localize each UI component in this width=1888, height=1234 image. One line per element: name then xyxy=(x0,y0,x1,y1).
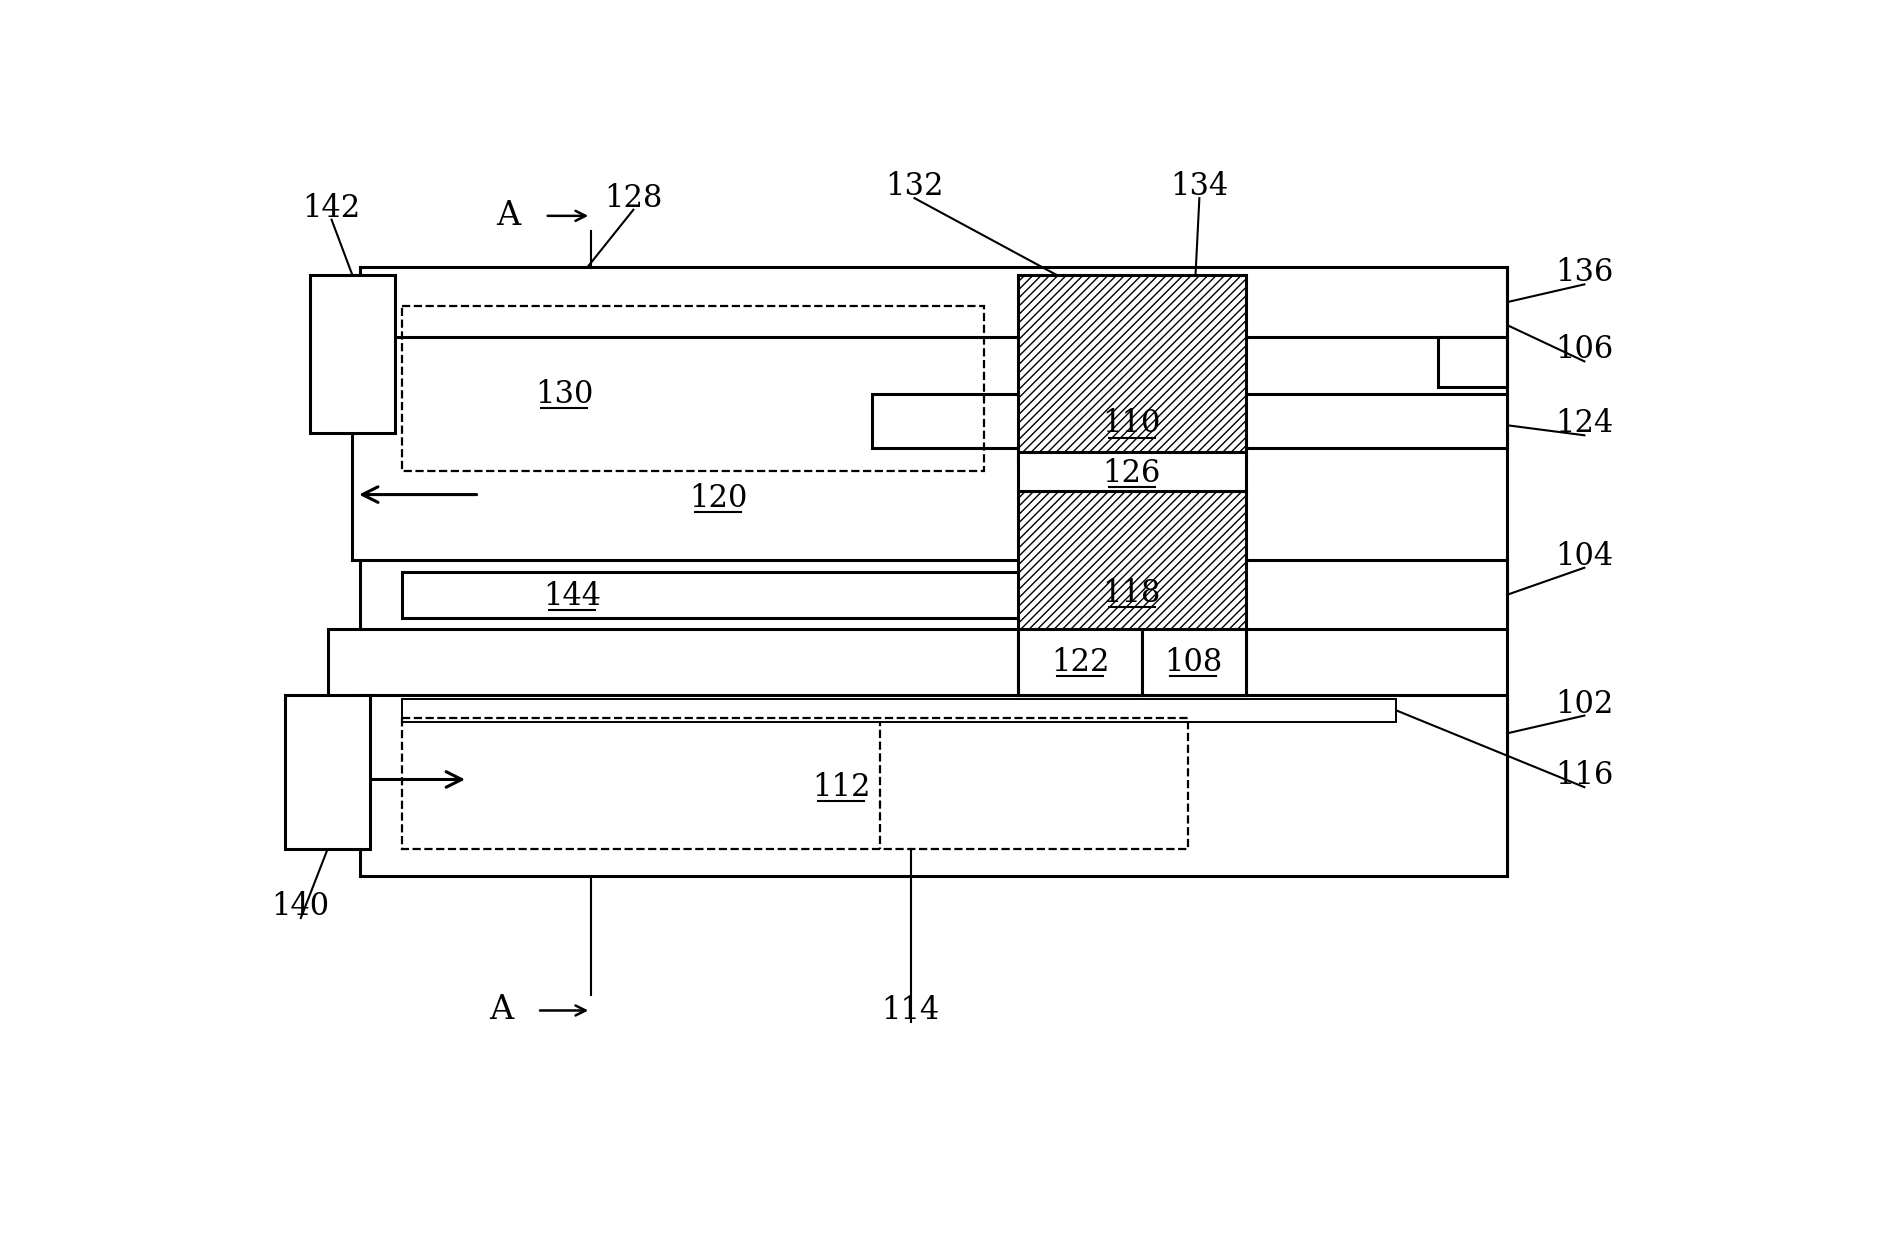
Bar xyxy=(361,268,1507,337)
Text: 104: 104 xyxy=(1556,540,1614,571)
Bar xyxy=(1018,491,1246,695)
Text: 114: 114 xyxy=(882,995,940,1025)
Bar xyxy=(285,695,370,849)
Text: 120: 120 xyxy=(689,482,748,513)
Text: 142: 142 xyxy=(302,193,361,223)
Text: 106: 106 xyxy=(1556,334,1614,365)
Text: 140: 140 xyxy=(272,891,330,922)
Bar xyxy=(402,306,984,471)
Bar xyxy=(310,275,395,433)
Text: 132: 132 xyxy=(885,172,944,202)
Text: 118: 118 xyxy=(1103,578,1161,608)
Bar xyxy=(872,395,1507,448)
Text: 136: 136 xyxy=(1556,258,1614,289)
Text: 134: 134 xyxy=(1171,172,1229,202)
Bar xyxy=(361,695,1507,876)
Bar xyxy=(402,718,1188,849)
Bar xyxy=(402,698,1395,722)
Bar xyxy=(1142,629,1246,695)
Text: 128: 128 xyxy=(604,183,663,213)
Bar xyxy=(1018,629,1142,695)
Text: A: A xyxy=(497,200,521,232)
Text: 130: 130 xyxy=(534,379,593,410)
Bar xyxy=(1439,337,1507,386)
Text: 112: 112 xyxy=(812,771,870,802)
Text: 124: 124 xyxy=(1556,408,1614,439)
Bar xyxy=(361,560,1507,629)
Text: A: A xyxy=(489,995,514,1027)
Bar xyxy=(1018,275,1246,464)
Text: 116: 116 xyxy=(1556,760,1614,791)
Text: 144: 144 xyxy=(544,581,600,612)
Text: 122: 122 xyxy=(1052,647,1110,677)
Text: 102: 102 xyxy=(1556,689,1614,719)
Bar xyxy=(1018,452,1246,491)
Text: 108: 108 xyxy=(1165,647,1222,677)
Text: 110: 110 xyxy=(1103,408,1161,439)
Text: 126: 126 xyxy=(1103,458,1161,489)
Bar xyxy=(402,571,1025,618)
